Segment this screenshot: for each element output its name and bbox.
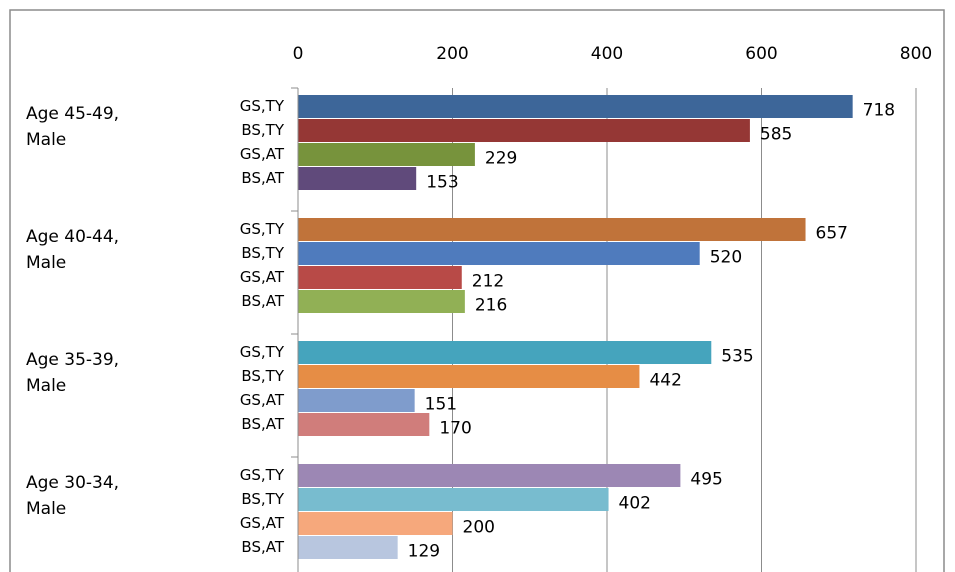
bar (298, 464, 681, 487)
bar (298, 167, 417, 190)
value-label: 585 (760, 125, 792, 145)
value-label: 520 (710, 248, 742, 268)
category-label: GS,TY (240, 220, 285, 238)
group-label: Age 40-44, (26, 227, 119, 247)
x-tick-label: 400 (591, 44, 623, 64)
value-label: 129 (408, 542, 440, 562)
value-label: 212 (472, 272, 504, 292)
category-label: GS,AT (240, 391, 285, 409)
x-tick-label: 600 (745, 44, 777, 64)
bar (298, 389, 415, 412)
category-label: GS,TY (240, 466, 285, 484)
category-label: BS,TY (241, 244, 284, 262)
bar (298, 512, 453, 535)
bar (298, 143, 475, 166)
group-label: Male (26, 253, 66, 273)
value-label: 442 (649, 371, 681, 391)
value-label: 170 (439, 419, 471, 439)
value-label: 229 (485, 149, 517, 169)
value-label: 200 (463, 518, 495, 538)
value-label: 495 (690, 470, 722, 490)
category-label: GS,TY (240, 97, 285, 115)
category-label: GS,AT (240, 145, 285, 163)
bar (298, 218, 806, 241)
bar (298, 119, 750, 142)
bar (298, 95, 853, 118)
value-label: 402 (619, 494, 651, 514)
bar (298, 341, 712, 364)
bar (298, 488, 609, 511)
bar (298, 290, 465, 313)
x-tick-label: 200 (436, 44, 468, 64)
category-label: BS,AT (241, 415, 284, 433)
category-label: GS,AT (240, 514, 285, 532)
bar (298, 266, 462, 289)
x-tick-label: 0 (293, 44, 304, 64)
bar (298, 242, 700, 265)
bar (298, 365, 640, 388)
group-label: Age 30-34, (26, 473, 119, 493)
group-label: Age 35-39, (26, 350, 119, 370)
chart-border (9, 9, 945, 572)
group-label: Male (26, 130, 66, 150)
category-label: BS,AT (241, 538, 284, 556)
value-label: 216 (475, 296, 507, 316)
value-label: 535 (721, 347, 753, 367)
value-label: 657 (816, 224, 848, 244)
category-label: BS,TY (241, 490, 284, 508)
value-label: 151 (425, 395, 457, 415)
value-label: 153 (426, 173, 458, 193)
category-label: BS,AT (241, 169, 284, 187)
group-label: Age 45-49, (26, 104, 119, 124)
bar (298, 413, 430, 436)
category-label: BS,TY (241, 367, 284, 385)
bar (298, 536, 398, 559)
category-label: BS,AT (241, 292, 284, 310)
value-label: 718 (863, 101, 895, 121)
category-label: GS,AT (240, 268, 285, 286)
group-label: Male (26, 499, 66, 519)
category-label: GS,TY (240, 343, 285, 361)
x-tick-label: 800 (900, 44, 932, 64)
group-label: Male (26, 376, 66, 396)
category-label: BS,TY (241, 121, 284, 139)
